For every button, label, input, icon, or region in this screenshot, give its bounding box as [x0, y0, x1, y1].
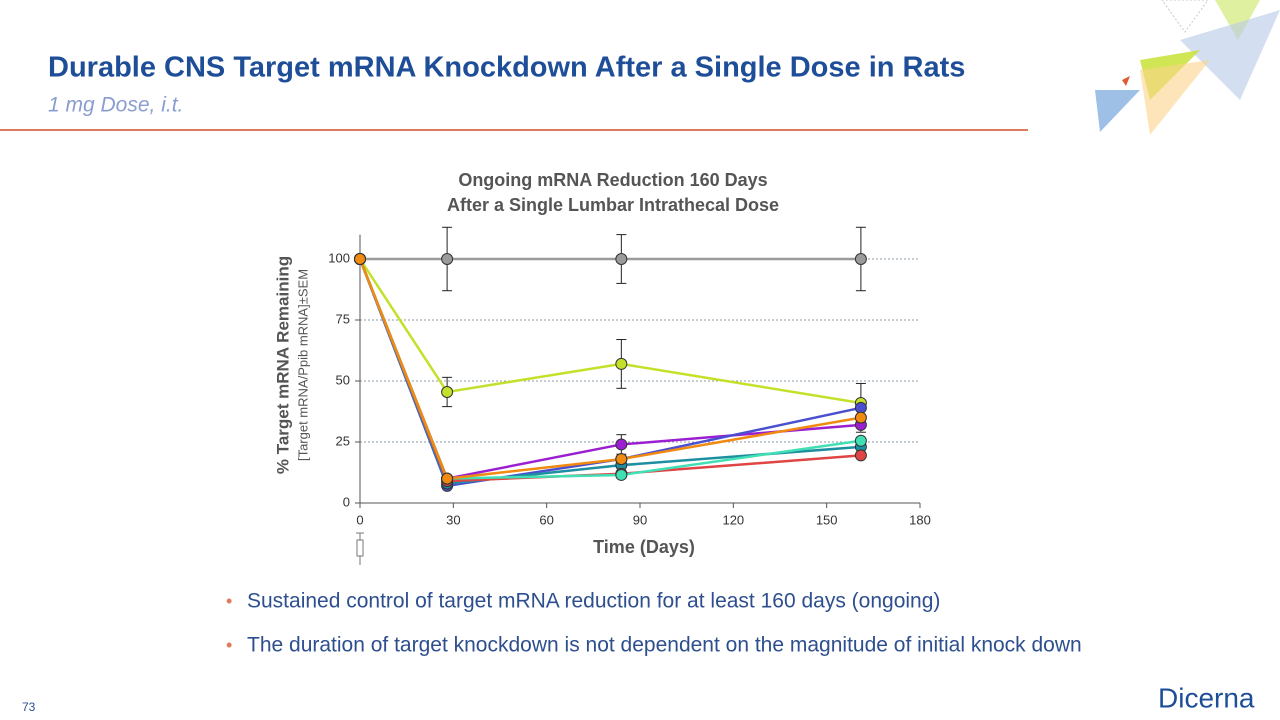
data-point [615, 453, 628, 466]
subtitle: 1 mg Dose, i.t. [48, 94, 183, 117]
x-tick-label: 150 [816, 512, 838, 527]
data-point [854, 253, 867, 265]
chart-title: After a Single Lumbar Intrathecal Dose [447, 195, 779, 215]
series-line [358, 258, 862, 405]
data-point [854, 411, 867, 424]
data-point [615, 357, 628, 370]
y-axis-label: % Target mRNA Remaining [273, 256, 292, 474]
y-tick-label: 25 [336, 433, 350, 448]
data-point [441, 385, 454, 398]
chart-title: Ongoing mRNA Reduction 160 Days [458, 170, 767, 190]
x-tick-label: 30 [446, 512, 460, 527]
y-tick-label: 50 [336, 372, 350, 387]
x-tick-label: 90 [633, 512, 647, 527]
page-number: 73 [22, 700, 36, 714]
y-tick-label: 0 [343, 494, 350, 509]
bullet-dot: • [226, 591, 232, 611]
data-point [441, 253, 454, 265]
data-point [854, 449, 867, 462]
logo: Dicerna [1158, 682, 1255, 713]
data-point [615, 253, 628, 265]
y-tick-label: 100 [328, 250, 350, 265]
data-point [854, 434, 867, 447]
title: Durable CNS Target mRNA Knockdown After … [48, 52, 965, 84]
data-point [354, 253, 366, 265]
data-point [615, 468, 628, 481]
bullet-dot: • [226, 635, 232, 655]
x-tick-label: 0 [356, 512, 363, 527]
plot: 0 25 50 75 100 0 30 60 90 120 150 180 [328, 226, 931, 527]
x-axis-label: Time (Days) [593, 537, 695, 557]
x-tick-label: 120 [722, 512, 744, 527]
series-line [358, 258, 862, 480]
data-point [615, 438, 628, 451]
data-point [441, 472, 454, 485]
syringe-icon [356, 532, 364, 565]
x-tick-label: 60 [539, 512, 553, 527]
y-axis-sublabel: [Target mRNA/Ppib mRNA]±SEM [295, 269, 310, 461]
bullet: Sustained control of target mRNA reducti… [247, 590, 940, 613]
y-tick-label: 75 [336, 311, 350, 326]
decoration [1095, 0, 1280, 135]
bullet: The duration of target knockdown is not … [247, 634, 1082, 657]
x-tick-label: 180 [909, 512, 931, 527]
